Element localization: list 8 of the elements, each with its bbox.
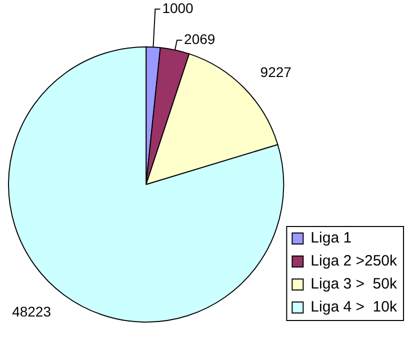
data-label: 2069 — [184, 31, 216, 48]
data-label: 9227 — [260, 64, 292, 80]
data-label: 1000 — [162, 0, 194, 16]
legend-label: Liga 4 > 10k — [310, 298, 398, 316]
legend-label: Liga 2 >250k — [310, 252, 398, 270]
data-label: 48223 — [12, 304, 52, 320]
legend-label: Liga 3 > 50k — [310, 276, 398, 293]
legend-label: Liga 1 — [310, 230, 352, 247]
